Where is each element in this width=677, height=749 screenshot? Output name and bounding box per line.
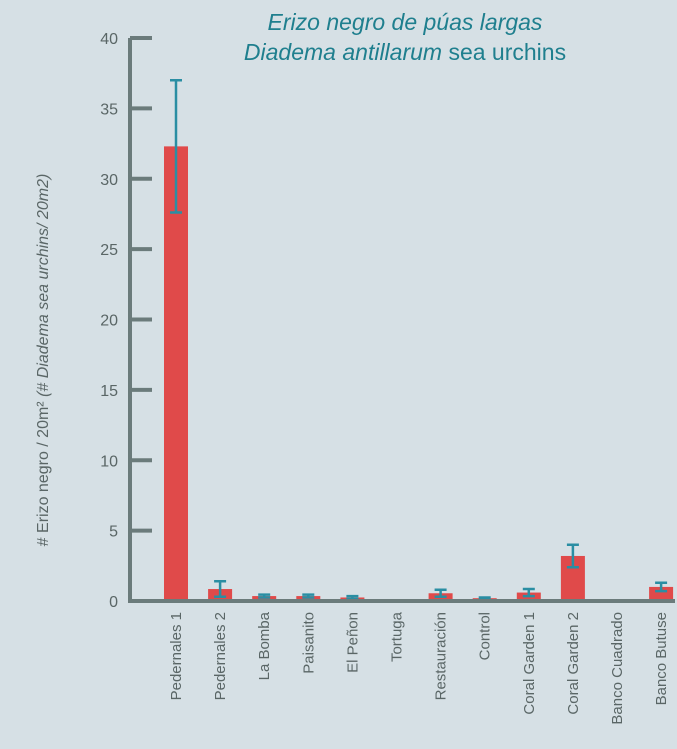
y-axis-label-italic: (# Diadema sea urchins/ 20m2) [35,174,52,397]
y-tick-label: 10 [100,453,118,470]
y-tick-label: 15 [100,383,118,400]
x-tick-label: Coral Garden 1 [521,612,538,715]
x-tick-label: La Bomba [256,611,273,680]
chart-title: Erizo negro de púas largas [268,9,543,35]
error-bar [655,581,668,593]
error-bar [214,580,227,599]
error-bar [478,596,491,601]
error-bar [258,593,271,599]
y-tick-label: 20 [100,313,118,330]
x-tick-label: Restauración [433,612,450,700]
x-tick-label: Tortuga [389,611,406,662]
x-tick-label: Coral Garden 2 [565,612,582,715]
error-bar [302,593,315,599]
error-bar [566,543,579,569]
y-tick-label: 25 [100,242,118,259]
bar [164,146,188,601]
x-tick-label: Control [477,612,494,660]
y-axis-label: # Erizo negro / 20m² (# Diadema sea urch… [35,174,52,547]
error-bar [170,78,182,214]
y-axis-label-plain: # Erizo negro / 20m² [35,401,52,547]
x-tick-label: Pedernales 1 [168,612,185,700]
y-tick-label: 35 [100,101,118,118]
y-tick-label: 40 [100,31,118,48]
y-tick-label: 30 [100,172,118,189]
y-tick-label: 5 [109,524,118,541]
chart-title-italic: Diadema antillarum [244,39,442,65]
error-bar [434,588,447,599]
error-bar [522,587,535,598]
error-bar [346,594,359,601]
y-tick-label: 0 [109,594,118,611]
x-tick-label: Paisanito [300,612,317,674]
x-tick-label: El Peñon [344,612,361,673]
x-tick-label: Banco Butuse [653,612,670,705]
chart-title-plain: sea urchins [448,39,566,65]
chart-title: Diadema antillarum sea urchins [244,39,566,65]
x-tick-label: Banco Cuadrado [609,612,626,725]
x-tick-label: Pedernales 2 [212,612,229,700]
